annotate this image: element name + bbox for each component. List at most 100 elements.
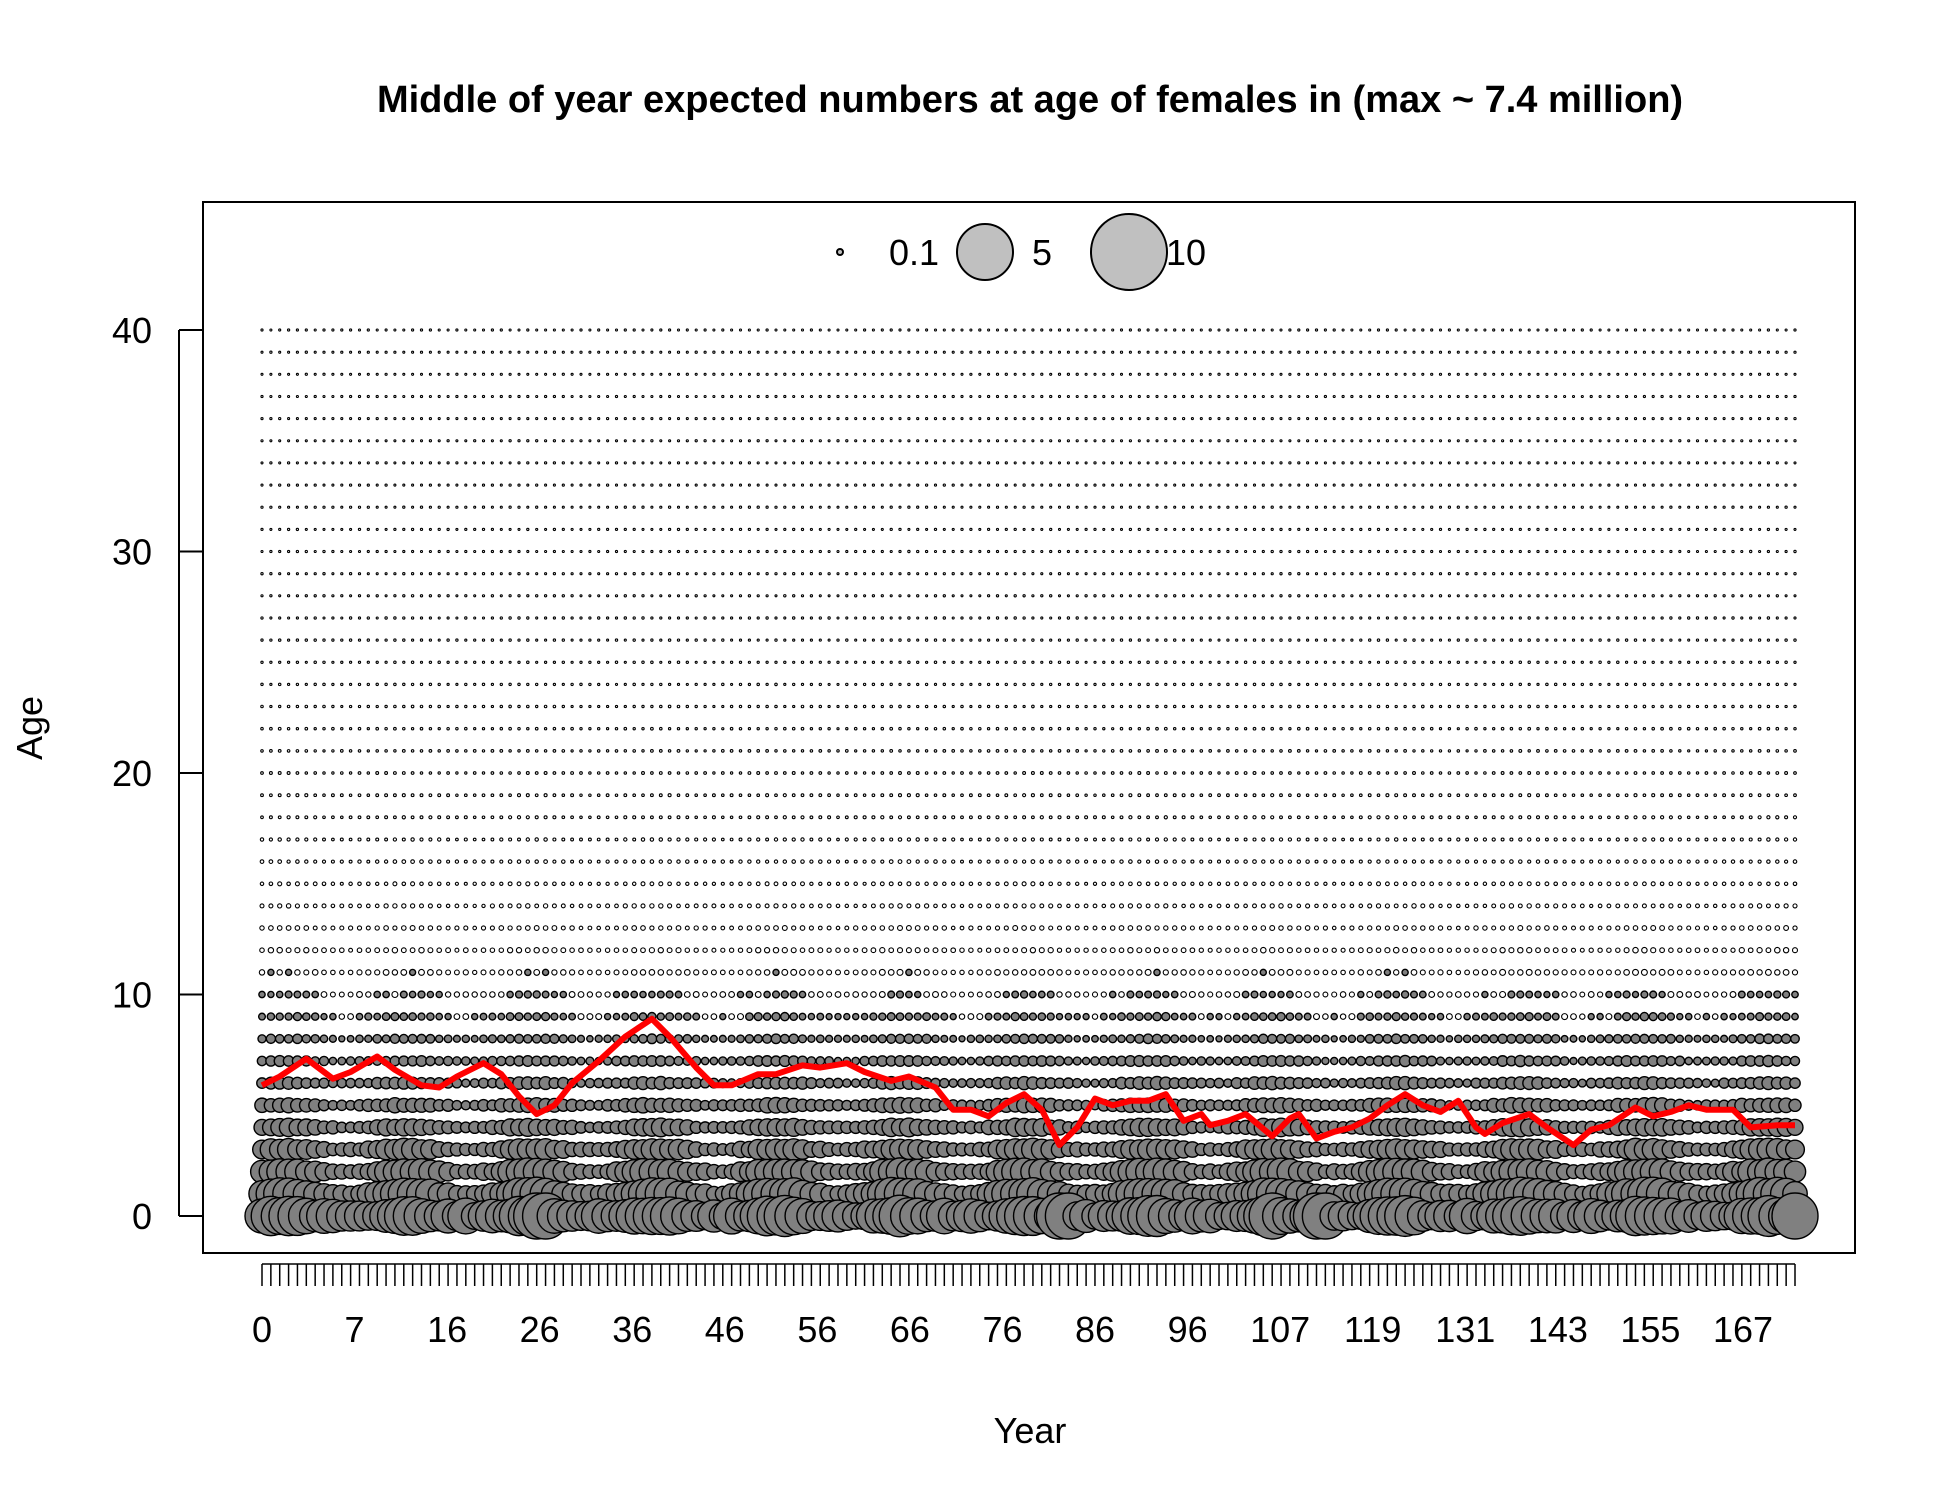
bubble-point xyxy=(1402,925,1408,931)
bubble-point xyxy=(411,439,415,443)
bubble-point xyxy=(1332,594,1336,598)
bubble-point xyxy=(1190,815,1195,820)
bubble-point xyxy=(446,881,451,886)
bubble-point xyxy=(269,527,273,531)
bubble-point xyxy=(1189,947,1196,954)
bubble-point xyxy=(765,527,769,532)
bubble-point xyxy=(1429,726,1434,731)
bubble-point xyxy=(1447,439,1451,443)
bubble-point xyxy=(879,947,886,954)
bubble-point xyxy=(1793,682,1797,686)
bubble-point xyxy=(1199,350,1203,354)
bubble-point xyxy=(667,837,672,842)
bubble-point xyxy=(260,726,264,731)
bubble-point xyxy=(809,372,813,376)
bubble-point xyxy=(1385,505,1389,509)
bubble-point xyxy=(1244,372,1248,376)
bubble-point xyxy=(1668,859,1674,864)
bubble-point xyxy=(1066,616,1071,620)
bubble-point xyxy=(1499,925,1506,931)
bubble-point xyxy=(712,660,716,664)
bubble-point xyxy=(1084,505,1088,509)
bubble-point xyxy=(969,660,973,664)
bubble-point xyxy=(987,549,991,554)
bubble-point xyxy=(1057,461,1062,465)
bubble-point xyxy=(862,350,867,354)
bubble-point xyxy=(1261,572,1265,576)
bubble-point xyxy=(1358,771,1363,775)
bubble-point xyxy=(1288,727,1292,731)
bubble-point xyxy=(1668,903,1674,909)
bubble-point xyxy=(596,726,601,731)
bubble-point xyxy=(1385,483,1390,487)
bubble-point xyxy=(1749,638,1753,642)
bubble-point xyxy=(1678,594,1682,598)
bubble-point xyxy=(1296,726,1301,731)
bubble-point xyxy=(1563,461,1567,465)
bubble-point xyxy=(260,483,264,487)
bubble-point xyxy=(375,704,379,709)
bubble-point xyxy=(1766,859,1771,864)
bubble-point xyxy=(1092,947,1098,953)
bubble-point xyxy=(659,638,663,642)
bubble-point xyxy=(295,594,300,598)
bubble-point xyxy=(960,372,964,376)
bubble-point xyxy=(951,328,955,332)
bubble-point xyxy=(1341,328,1345,332)
bubble-point xyxy=(854,505,858,509)
bubble-point xyxy=(375,439,379,443)
bubble-point xyxy=(960,527,964,532)
bubble-point xyxy=(836,350,840,354)
bubble-point xyxy=(1731,793,1735,798)
bubble-point xyxy=(597,461,601,465)
bubble-point xyxy=(827,638,831,642)
bubble-point xyxy=(1420,859,1425,864)
bubble-point xyxy=(1146,616,1150,620)
bubble-point xyxy=(969,594,973,598)
bubble-point xyxy=(1775,394,1779,399)
bubble-point xyxy=(402,372,406,376)
bubble-point xyxy=(1686,771,1691,775)
bubble-point xyxy=(1580,505,1584,509)
bubble-point xyxy=(933,859,938,864)
bubble-point xyxy=(313,572,317,576)
bubble-point xyxy=(481,394,486,399)
bubble-point xyxy=(1624,749,1629,753)
bubble-point xyxy=(508,594,512,598)
bubble-point xyxy=(1226,483,1230,487)
bubble-point xyxy=(685,549,689,554)
bubble-point xyxy=(1607,771,1611,775)
bubble-point xyxy=(1394,394,1398,399)
bubble-point xyxy=(561,549,565,554)
bubble-point xyxy=(375,793,380,798)
bubble-point xyxy=(1482,859,1487,864)
bubble-point xyxy=(1349,947,1355,954)
bubble-point xyxy=(259,881,265,887)
bubble-point xyxy=(880,505,884,509)
bubble-point xyxy=(278,549,282,554)
bubble-point xyxy=(1580,328,1584,332)
bubble-point xyxy=(295,483,300,487)
bubble-point xyxy=(641,660,645,665)
bubble-point xyxy=(1421,660,1425,664)
bubble-point xyxy=(614,815,619,820)
bubble-point xyxy=(1713,328,1717,332)
bubble-point xyxy=(490,394,494,399)
bubble-point xyxy=(1314,527,1319,531)
bubble-point xyxy=(1084,749,1088,753)
bubble-point xyxy=(260,616,264,620)
bubble-point xyxy=(340,549,344,554)
bubble-point xyxy=(836,682,840,686)
bubble-point xyxy=(383,903,389,909)
bubble-point xyxy=(738,859,743,864)
bubble-point xyxy=(1216,859,1222,864)
bubble-point xyxy=(1093,328,1097,332)
bubble-point xyxy=(853,947,859,953)
bubble-point xyxy=(933,903,938,909)
bubble-point xyxy=(446,660,450,664)
bubble-point xyxy=(659,682,663,687)
bubble-point xyxy=(1731,616,1735,620)
bubble-point xyxy=(1668,925,1674,931)
bubble-point xyxy=(419,594,424,598)
bubble-point xyxy=(738,417,743,421)
